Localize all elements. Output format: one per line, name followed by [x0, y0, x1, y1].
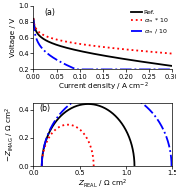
Y-axis label: Voltage / V: Voltage / V	[10, 18, 16, 57]
X-axis label: Current density / A cm$^{-2}$: Current density / A cm$^{-2}$	[58, 81, 148, 93]
Ref.	[121, 57, 123, 60]
$\sigma_m$ / 10	[102, 68, 105, 70]
Line: $\sigma_m$ * 10: $\sigma_m$ * 10	[33, 19, 172, 54]
$\sigma_m$ / 10	[109, 68, 111, 70]
$\sigma_m$ / 10	[171, 68, 174, 70]
$\sigma_m$ / 10	[50, 55, 52, 57]
Ref.	[108, 55, 111, 58]
Y-axis label: $-Z_{\rm IMAG}$ / $\Omega$ cm$^2$: $-Z_{\rm IMAG}$ / $\Omega$ cm$^2$	[3, 107, 16, 162]
Ref.	[171, 65, 174, 67]
$\sigma_m$ * 10	[102, 46, 104, 48]
Ref.	[50, 42, 52, 44]
Ref.	[32, 18, 34, 20]
Legend: Ref., $\sigma_m$ * 10, $\sigma_m$ / 10: Ref., $\sigma_m$ * 10, $\sigma_m$ / 10	[130, 9, 169, 36]
Text: (a): (a)	[45, 8, 55, 17]
$\sigma_m$ * 10	[108, 46, 111, 49]
$\sigma_m$ * 10	[121, 48, 123, 50]
$\sigma_m$ / 10	[32, 19, 34, 21]
Ref.	[82, 51, 84, 53]
Line: Ref.: Ref.	[33, 19, 172, 66]
$\sigma_m$ / 10	[134, 68, 137, 70]
$\sigma_m$ * 10	[171, 53, 174, 55]
$\sigma_m$ / 10	[83, 68, 85, 70]
Ref.	[102, 54, 104, 57]
$\sigma_m$ * 10	[50, 37, 52, 39]
$\sigma_m$ * 10	[82, 43, 84, 46]
$\sigma_m$ / 10	[121, 68, 123, 70]
X-axis label: $Z_{\rm REAL}$ / $\Omega$ cm$^2$: $Z_{\rm REAL}$ / $\Omega$ cm$^2$	[78, 178, 127, 189]
Line: $\sigma_m$ / 10: $\sigma_m$ / 10	[33, 20, 172, 69]
$\sigma_m$ / 10	[76, 68, 78, 70]
$\sigma_m$ * 10	[32, 17, 34, 20]
Ref.	[134, 60, 136, 62]
Text: (b): (b)	[39, 105, 50, 113]
$\sigma_m$ * 10	[134, 49, 136, 51]
